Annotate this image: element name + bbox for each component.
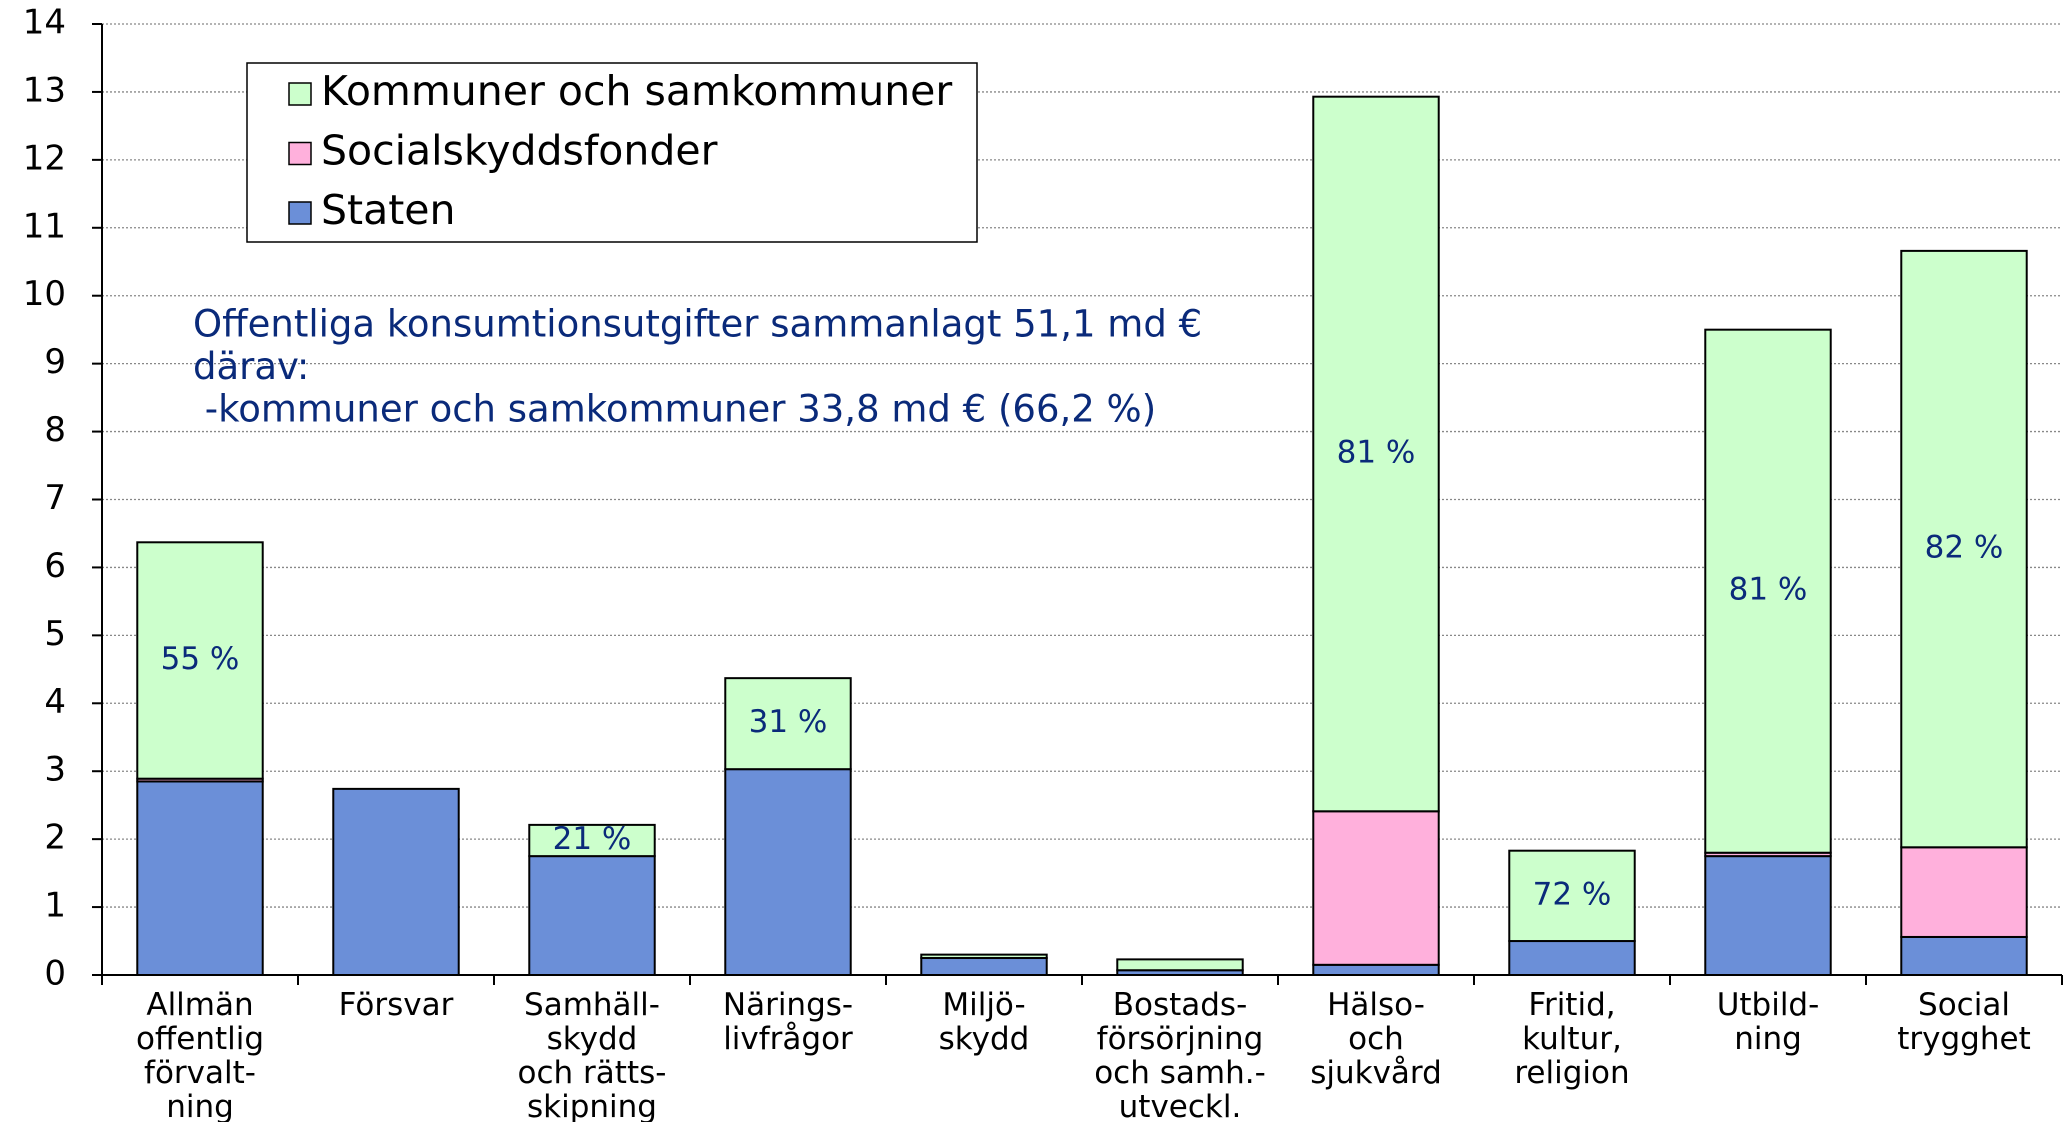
legend-swatch <box>288 141 312 166</box>
bar-segment <box>1900 935 2028 977</box>
x-tick-label: Bostads-försörjning och samh.-utveckl. <box>1094 987 1266 1122</box>
x-tick-label: Social trygghet <box>1897 987 2030 1057</box>
legend-label: Staten <box>321 186 456 234</box>
legend-label: Kommuner och samkommuner <box>321 67 952 115</box>
share-label: 55 % <box>161 641 240 677</box>
bar-segment <box>1312 95 1440 813</box>
y-tick-label: 8 <box>44 410 66 450</box>
x-tick-line: skydd <box>547 1021 638 1057</box>
legend-swatch <box>288 201 312 225</box>
x-tick-line: förvalt- <box>144 1055 256 1091</box>
x-tick-line: försörjning <box>1097 1021 1264 1057</box>
legend-box <box>246 62 978 243</box>
legend-label: Socialskyddsfonder <box>321 127 718 175</box>
y-tick-label: 2 <box>44 818 66 858</box>
y-tick-label: 6 <box>44 546 66 586</box>
x-tick-line: skipning <box>527 1089 657 1122</box>
annotation: därav: <box>193 345 309 388</box>
bar-segment <box>724 677 852 771</box>
bar-segment <box>724 768 852 977</box>
y-tick-label: 3 <box>44 750 66 790</box>
bar-segment <box>1508 849 1636 943</box>
x-tick-line: Fritid, <box>1528 987 1615 1023</box>
x-tick-line: kultur, <box>1522 1021 1622 1057</box>
x-tick-line: Samhäll- <box>524 987 660 1023</box>
share-label: 72 % <box>1533 876 1612 912</box>
x-tick-label: Försvar <box>339 987 454 1023</box>
bar-segment <box>920 953 1048 960</box>
x-tick-line: trygghet <box>1897 1021 2030 1057</box>
x-tick-line: Bostads- <box>1113 987 1248 1023</box>
x-tick-label: Utbild-ning <box>1717 987 1820 1057</box>
y-tick-label: 5 <box>44 614 66 654</box>
x-tick-label: Allmän offentlig förvalt-ning <box>136 987 264 1122</box>
share-label: 21 % <box>553 821 632 857</box>
share-label: 82 % <box>1925 530 2004 566</box>
bar-segment <box>136 780 264 976</box>
x-tick-label: Fritid, kultur, religion <box>1514 987 1629 1091</box>
x-tick-line: Miljö- <box>942 987 1025 1023</box>
y-tick-label: 10 <box>23 274 66 314</box>
share-label: 81 % <box>1337 434 1416 470</box>
y-tick-label: 4 <box>44 682 66 722</box>
bar-segment <box>332 787 460 977</box>
y-tick-label: 14 <box>23 3 66 43</box>
x-tick-label: Samhäll-skydd och rätts-skipning <box>518 987 667 1122</box>
x-tick-line: och samh.- <box>1094 1055 1266 1091</box>
y-tick-label: 0 <box>44 954 66 994</box>
bar-segment <box>1900 846 2028 938</box>
y-tick-label: 7 <box>44 478 66 518</box>
x-tick-line: sjukvård <box>1310 1055 1442 1091</box>
x-tick-line: Hälso- <box>1327 987 1425 1023</box>
bar-segment <box>1900 249 2028 849</box>
bar-segment <box>1312 810 1440 966</box>
x-tick-line: ning <box>1734 1021 1802 1057</box>
annotation: Offentliga konsumtionsutgifter sammanlag… <box>193 303 1202 346</box>
x-tick-line: religion <box>1514 1055 1629 1091</box>
bar-segment <box>528 823 656 858</box>
share-label: 31 % <box>749 704 828 740</box>
x-tick-line: Social <box>1918 987 2010 1023</box>
x-tick-label: Närings-livfrågor <box>723 987 853 1057</box>
y-tick-label: 11 <box>23 206 66 246</box>
y-tick-label: 13 <box>23 70 66 110</box>
legend-swatch <box>288 82 312 106</box>
x-tick-line: utveckl. <box>1119 1089 1242 1122</box>
x-tick-line: Försvar <box>339 987 454 1023</box>
x-tick-label: Hälso-och sjukvård <box>1310 987 1442 1091</box>
x-tick-line: skydd <box>939 1021 1030 1057</box>
share-label: 81 % <box>1729 572 1808 608</box>
bar-segment <box>1508 940 1636 976</box>
x-tick-line: Allmän <box>146 987 253 1023</box>
annotation: -kommuner och samkommuner 33,8 md € (66,… <box>193 388 1156 431</box>
bar-segment <box>1704 855 1832 976</box>
bar-segment <box>1116 958 1244 972</box>
x-tick-line: livfrågor <box>723 1021 853 1057</box>
bar-segment <box>528 855 656 976</box>
y-tick-label: 9 <box>44 342 66 382</box>
x-tick-line: ning <box>166 1089 234 1122</box>
bar-segment <box>920 957 1048 977</box>
x-tick-line: och rätts- <box>518 1055 667 1091</box>
x-tick-line: Närings- <box>723 987 853 1023</box>
y-tick-label: 1 <box>44 886 66 926</box>
bar-segment <box>136 541 264 780</box>
x-tick-line: offentlig <box>136 1021 264 1057</box>
bar-segment <box>1704 328 1832 854</box>
x-tick-label: Miljö-skydd <box>939 987 1030 1057</box>
x-tick-line: Utbild- <box>1717 987 1820 1023</box>
x-tick-line: och <box>1348 1021 1404 1057</box>
bar-segment <box>1312 963 1440 977</box>
y-tick-label: 12 <box>23 138 66 178</box>
